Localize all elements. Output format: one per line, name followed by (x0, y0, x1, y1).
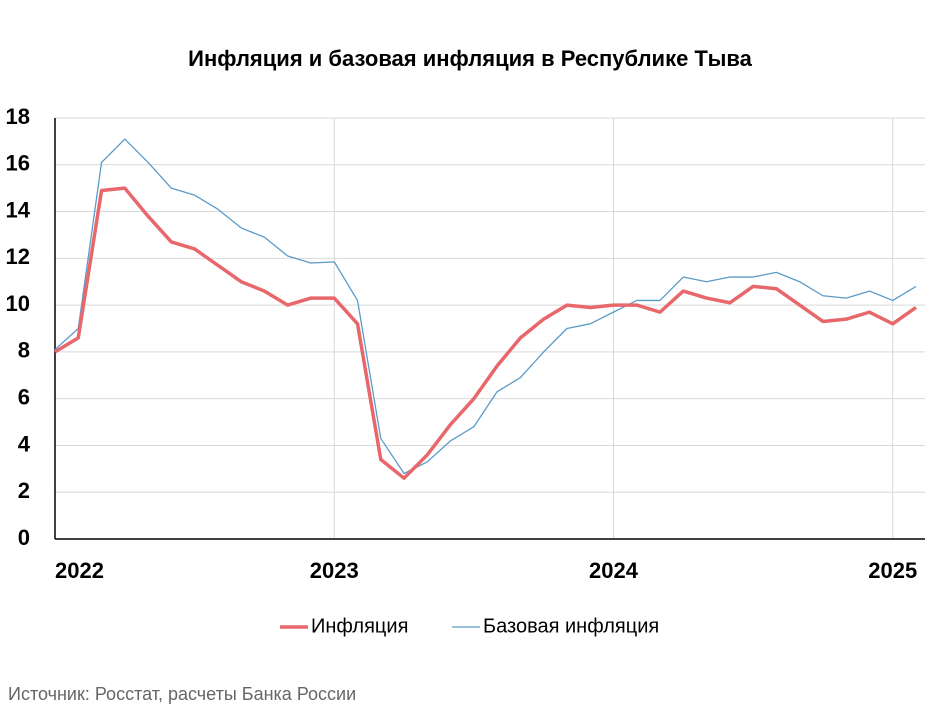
series-line (54, 186, 918, 480)
legend-label: Инфляция (311, 615, 408, 637)
y-tick-label: 6 (18, 384, 30, 409)
x-tick-label: 2025 (868, 558, 917, 583)
legend-label: Базовая инфляция (483, 615, 659, 637)
series-line (54, 138, 917, 475)
y-tick-label: 16 (6, 151, 30, 176)
y-tick-label: 12 (6, 244, 30, 269)
y-tick-label: 10 (6, 291, 30, 316)
y-tick-label: 14 (6, 197, 31, 222)
y-tick-label: 0 (18, 525, 30, 550)
x-tick-label: 2023 (310, 558, 359, 583)
y-tick-label: 18 (6, 104, 30, 129)
y-tick-label: 2 (18, 478, 30, 503)
y-tick-label: 8 (18, 338, 30, 363)
x-tick-label: 2024 (589, 558, 639, 583)
x-tick-label: 2022 (55, 558, 104, 583)
y-tick-label: 4 (18, 431, 31, 456)
chart-title: Инфляция и базовая инфляция в Республике… (188, 46, 752, 71)
source: Источник: Росстат, расчеты Банка России (8, 684, 356, 704)
